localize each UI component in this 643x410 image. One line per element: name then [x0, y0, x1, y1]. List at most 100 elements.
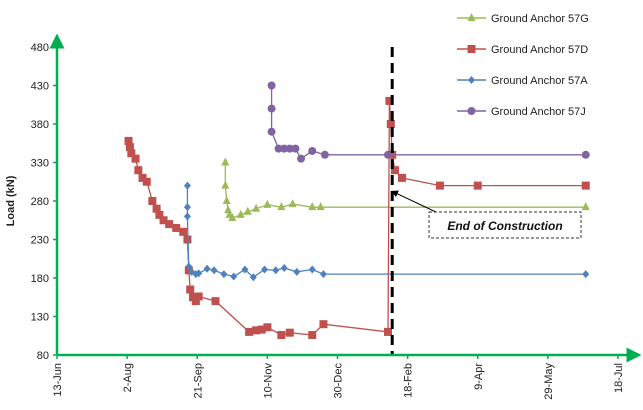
data-point: [183, 203, 191, 212]
data-point: [230, 272, 238, 281]
data-point: [581, 202, 590, 211]
data-point: [142, 177, 151, 186]
data-point: [210, 266, 218, 275]
annotation: End of Construction: [428, 211, 582, 239]
y-axis-title: Load (kN): [5, 175, 17, 226]
data-point: [308, 330, 317, 339]
y-tick-label: 230: [31, 235, 49, 247]
data-point: [124, 136, 133, 145]
data-point: [221, 180, 230, 189]
data-point: [319, 270, 327, 279]
series-ground-anchor-57j: [267, 81, 590, 163]
data-point: [277, 202, 286, 211]
legend-item: Ground Anchor 57J: [457, 106, 586, 118]
x-tick-label: 10-Nov: [262, 363, 274, 399]
data-point: [293, 267, 301, 276]
data-point: [245, 327, 254, 336]
data-point: [221, 157, 230, 166]
data-point: [138, 173, 147, 182]
data-point: [148, 197, 157, 205]
data-point: [261, 265, 269, 274]
annotation-box: [428, 211, 582, 239]
data-point: [220, 270, 228, 279]
data-point: [267, 104, 276, 113]
data-point: [134, 166, 143, 175]
data-point: [383, 150, 392, 159]
data-point: [183, 212, 191, 221]
x-tick-label: 30-Dec: [333, 363, 345, 399]
data-point: [581, 181, 590, 190]
y-tick-label: 330: [31, 158, 49, 170]
data-point: [435, 181, 444, 190]
data-point: [252, 203, 261, 212]
annotation-arrow: [391, 190, 439, 214]
data-point: [297, 154, 306, 163]
data-point: [398, 173, 407, 182]
data-point: [131, 154, 140, 163]
data-point: [194, 292, 203, 301]
data-point: [195, 269, 203, 278]
data-point: [152, 204, 161, 213]
x-tick-label: 13-Jun: [52, 363, 64, 397]
data-point: [277, 330, 286, 339]
data-point: [267, 81, 276, 90]
data-point: [203, 264, 211, 273]
y-tick-label: 380: [31, 119, 49, 131]
data-point: [249, 273, 257, 282]
data-point: [186, 285, 195, 294]
legend: Ground Anchor 57G Ground Anchor 57D Ground…: [457, 13, 589, 118]
data-point: [473, 181, 482, 190]
data-point: [165, 220, 174, 229]
series-ground-anchor-57a: [183, 181, 590, 282]
data-point: [308, 265, 316, 274]
data-point: [228, 212, 237, 221]
data-point: [288, 199, 297, 208]
data-point: [263, 199, 272, 208]
legend-label: Ground Anchor 57J: [491, 106, 586, 118]
data-point: [185, 262, 193, 271]
x-tick-label: 2-Aug: [122, 363, 134, 392]
data-point: [308, 146, 317, 155]
data-point: [257, 325, 266, 334]
data-point: [285, 328, 294, 337]
data-point: [241, 265, 249, 274]
annotation-text: End of Construction: [447, 219, 562, 233]
x-tick-label: 21-Sep: [192, 363, 204, 398]
legend-marker: [467, 13, 476, 21]
legend-item: Ground Anchor 57G: [457, 13, 589, 25]
legend-label: Ground Anchor 57D: [491, 44, 588, 56]
data-point: [224, 205, 233, 214]
legend-label: Ground Anchor 57A: [491, 75, 588, 87]
data-point: [383, 327, 392, 336]
y-tick-label: 80: [37, 350, 49, 362]
data-point: [236, 209, 245, 218]
legend-item: Ground Anchor 57D: [457, 44, 588, 56]
legend-marker: [467, 45, 476, 53]
data-point: [159, 216, 168, 225]
data-point: [211, 297, 220, 306]
data-point: [179, 227, 188, 236]
data-point: [267, 127, 276, 136]
y-tick-label: 430: [31, 81, 49, 93]
data-point: [386, 120, 395, 128]
data-point: [252, 326, 261, 335]
x-tick-label: 18-Jul: [613, 363, 625, 393]
data-point: [320, 150, 329, 159]
data-point: [272, 266, 280, 275]
legend-marker: [467, 107, 476, 115]
legend-marker: [468, 76, 475, 84]
plot-area: [124, 47, 590, 355]
series-line: [270, 85, 586, 160]
x-tick-label: 29-May: [543, 363, 555, 400]
data-point: [127, 149, 136, 158]
data-point: [274, 144, 283, 153]
x-tick-label: 9-Apr: [473, 363, 485, 390]
data-point: [183, 181, 191, 190]
data-point: [243, 206, 252, 215]
data-point: [280, 263, 288, 272]
data-point: [581, 150, 590, 159]
legend-item: Ground Anchor 57A: [457, 75, 588, 87]
data-point: [191, 297, 200, 306]
data-point: [582, 270, 590, 279]
y-tick-label: 280: [31, 196, 49, 208]
